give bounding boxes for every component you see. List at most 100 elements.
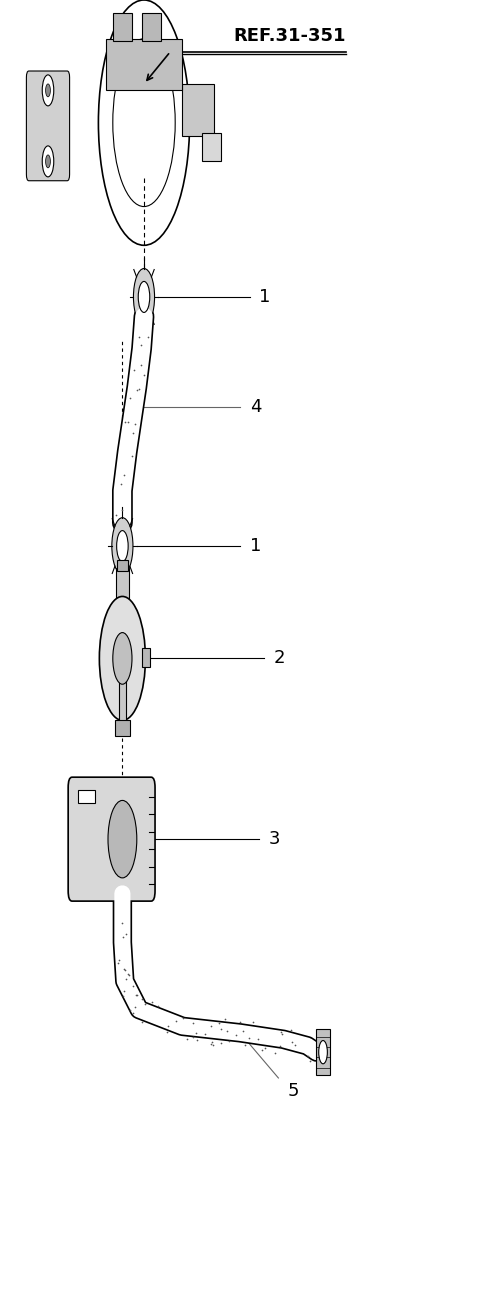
Point: [120, 465, 128, 485]
Text: 3: 3: [269, 830, 280, 848]
Point: [164, 1016, 172, 1037]
Point: [135, 378, 143, 399]
Point: [288, 1032, 296, 1052]
Point: [133, 985, 141, 1006]
Point: [113, 505, 120, 525]
Point: [201, 1024, 208, 1044]
Point: [126, 999, 134, 1020]
Bar: [113, 13, 132, 41]
Point: [207, 1034, 215, 1055]
Circle shape: [42, 75, 54, 106]
Point: [183, 1029, 191, 1050]
Point: [287, 1020, 294, 1041]
Point: [115, 953, 122, 973]
Point: [138, 989, 146, 1010]
Point: [217, 1033, 225, 1053]
Point: [121, 412, 129, 432]
Point: [124, 964, 132, 985]
Bar: [106, 39, 182, 90]
Point: [120, 959, 128, 980]
Circle shape: [46, 84, 50, 97]
Point: [207, 1016, 215, 1037]
Bar: [115, 720, 130, 736]
Point: [245, 1028, 253, 1048]
Point: [208, 1032, 216, 1052]
Point: [192, 1022, 200, 1043]
Circle shape: [42, 146, 54, 177]
Point: [236, 1012, 244, 1033]
Point: [120, 985, 127, 1006]
Point: [154, 995, 162, 1016]
Point: [129, 422, 136, 443]
Point: [179, 1008, 187, 1029]
Point: [277, 1022, 285, 1043]
Point: [144, 327, 152, 347]
Point: [118, 913, 125, 933]
Point: [261, 1038, 268, 1059]
Point: [232, 1024, 240, 1044]
Point: [129, 1003, 137, 1024]
Bar: [116, 568, 129, 626]
Point: [193, 1029, 201, 1050]
Circle shape: [112, 518, 133, 574]
Point: [217, 1019, 225, 1039]
Text: 5: 5: [288, 1082, 300, 1100]
Point: [190, 1028, 197, 1048]
FancyBboxPatch shape: [26, 71, 70, 181]
Bar: [182, 84, 214, 136]
Point: [120, 981, 128, 1002]
Point: [129, 975, 137, 995]
Circle shape: [319, 1041, 327, 1064]
Circle shape: [46, 155, 50, 168]
Point: [241, 1034, 249, 1055]
Text: 1: 1: [259, 288, 271, 306]
Point: [223, 1021, 231, 1042]
Point: [240, 1021, 247, 1042]
Point: [118, 500, 125, 520]
Point: [121, 961, 129, 981]
Circle shape: [99, 596, 145, 720]
Text: 2: 2: [274, 649, 285, 667]
Point: [124, 412, 132, 432]
Point: [304, 1046, 312, 1066]
Point: [117, 474, 124, 494]
Point: [122, 923, 130, 944]
Bar: [142, 13, 161, 41]
Circle shape: [138, 281, 150, 312]
Point: [130, 360, 138, 381]
Point: [132, 984, 140, 1004]
Point: [142, 993, 149, 1013]
Point: [172, 1011, 180, 1032]
Point: [291, 1035, 299, 1056]
Point: [126, 964, 133, 985]
Point: [258, 1041, 266, 1061]
Point: [272, 1042, 279, 1062]
Point: [132, 997, 139, 1017]
Point: [126, 389, 133, 409]
Point: [138, 1012, 146, 1033]
Point: [278, 1024, 286, 1044]
Circle shape: [117, 531, 128, 562]
Bar: [117, 560, 128, 571]
Text: 1: 1: [250, 537, 261, 555]
Circle shape: [133, 269, 155, 325]
Point: [148, 991, 156, 1012]
Point: [141, 364, 148, 385]
Point: [307, 1051, 314, 1072]
Point: [209, 1034, 217, 1055]
Bar: [316, 1029, 330, 1075]
Point: [115, 949, 123, 970]
Point: [135, 327, 143, 347]
Point: [133, 380, 141, 400]
Bar: [202, 133, 221, 161]
Point: [215, 1012, 223, 1033]
Point: [137, 355, 145, 376]
Point: [119, 927, 126, 948]
Bar: [119, 661, 126, 723]
Point: [137, 334, 145, 355]
Text: REF.31-351: REF.31-351: [233, 27, 346, 45]
Text: 4: 4: [250, 398, 261, 416]
Point: [254, 1029, 262, 1050]
Point: [132, 413, 139, 434]
Point: [249, 1012, 256, 1033]
